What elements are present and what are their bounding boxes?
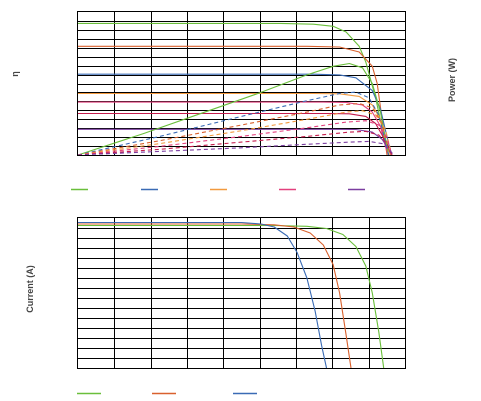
top-chart-series-line-0: [78, 22, 390, 156]
bottom-chart-frame: [77, 217, 406, 369]
bottom-chart-series-line-1: [78, 223, 352, 369]
top-chart-series-line-1: [78, 45, 388, 156]
top-chart-series-line-13: [77, 140, 395, 156]
top-chart-series-line-7: [77, 62, 390, 156]
bottom-chart-series: [78, 221, 385, 369]
bottom-chart-series-line-2: [78, 221, 328, 369]
top-chart-series-line-8: [77, 91, 390, 156]
top-chart-grid: [78, 12, 405, 155]
top-chart-series-line-12: [77, 130, 393, 156]
top-chart-frame: [77, 11, 406, 156]
bottom-chart: Current (A): [25, 217, 406, 395]
top-chart-series: [77, 22, 395, 156]
top-chart-y2label: Power (W): [447, 58, 457, 102]
bottom-chart-ylabel: Current (A): [25, 265, 35, 313]
top-chart: η Power (W): [10, 11, 457, 191]
top-chart-series-line-9: [77, 102, 391, 156]
bottom-chart-series-line-0: [78, 224, 385, 369]
top-chart-ylabel: η: [10, 71, 20, 77]
bottom-chart-grid: [78, 218, 405, 368]
